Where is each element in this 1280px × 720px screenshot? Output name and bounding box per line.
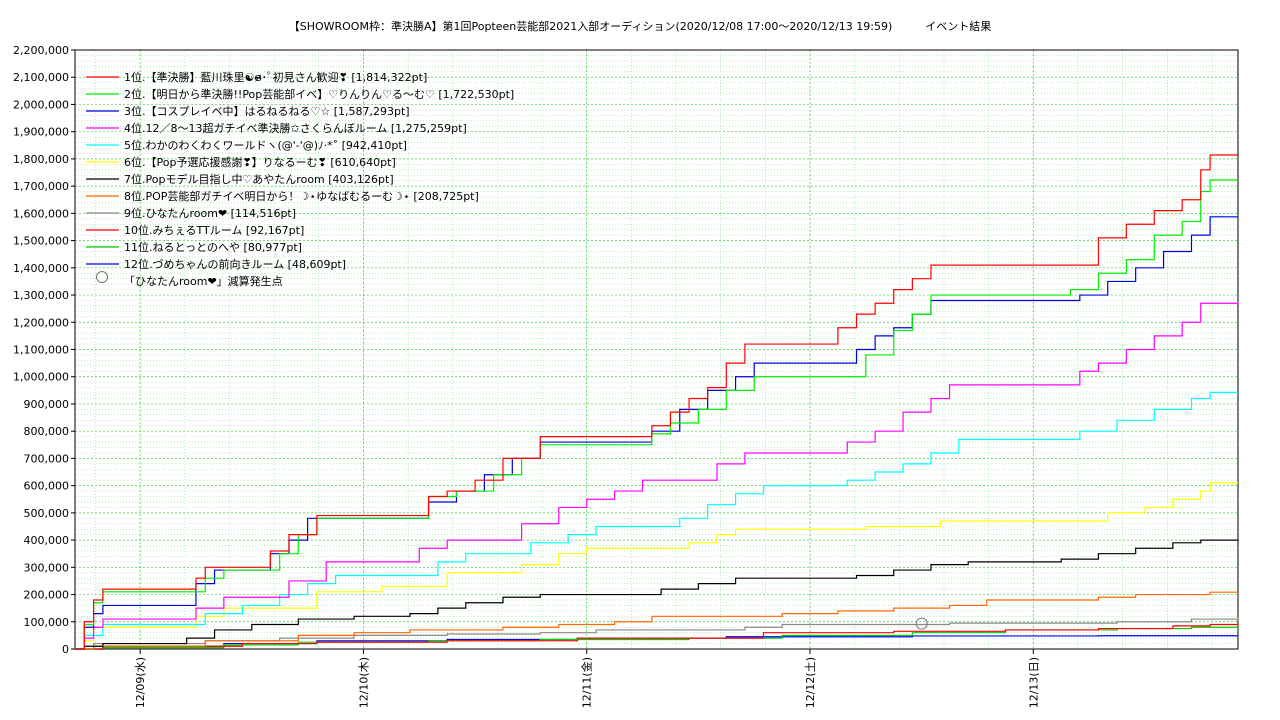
series-line xyxy=(75,216,1238,650)
legend-label: 5位.わかのわくわくワールドヽ(@'-'@)ﾉ‧*˚ [942,410pt] xyxy=(124,138,407,152)
y-tick-label: 900,000 xyxy=(24,398,70,411)
legend-label: 10位.みちぇるTTルーム [92,167pt] xyxy=(124,223,304,237)
series-line xyxy=(75,591,1238,650)
y-tick-label: 400,000 xyxy=(24,534,70,547)
y-tick-label: 1,200,000 xyxy=(13,316,69,329)
y-tick-label: 300,000 xyxy=(24,561,70,574)
legend-label: 12位.づめちゃんの前向きルーム [48,609pt] xyxy=(124,257,346,271)
y-tick-label: 1,400,000 xyxy=(13,262,69,275)
y-tick-label: 1,100,000 xyxy=(13,344,69,357)
y-tick-label: 600,000 xyxy=(24,480,70,493)
legend-label: 2位.【明日から準決勝!!Pop芸能部イベ】♡りんりん♡る〜む♡ [1,722,… xyxy=(124,87,514,101)
x-tick-label: 12/09(水) xyxy=(134,657,147,708)
x-tick-label: 12/12(土) xyxy=(804,657,817,708)
series-line xyxy=(75,623,1239,650)
series-line xyxy=(75,391,1238,650)
series-line xyxy=(75,301,1239,650)
legend: 1位.【準決勝】藍川珠里☯︎ɞ̴̶̷･ﾟ初見さん歓迎❣ [1,814,322pt… xyxy=(86,70,514,288)
legend-label: 9位.ひなたんroom❤ [114,516pt] xyxy=(124,206,296,220)
y-tick-label: 2,100,000 xyxy=(13,71,69,84)
y-tick-label: 500,000 xyxy=(24,507,70,520)
x-tick-label: 12/13(日) xyxy=(1027,657,1040,708)
legend-label: 6位.【Pop予選応援感謝❣】りなるーむ❣ [610,640pt] xyxy=(124,155,396,169)
y-tick-label: 0 xyxy=(62,643,69,656)
legend-label: 7位.Popモデル目指し中♡あやたんroom [403,126pt] xyxy=(124,172,394,186)
legend-marker-label: 「ひなたんroom❤」減算発生点 xyxy=(124,274,283,288)
x-tick-label: 12/10(木) xyxy=(357,657,370,708)
y-tick-label: 700,000 xyxy=(24,452,70,465)
y-tick-label: 1,900,000 xyxy=(13,126,69,139)
series-line xyxy=(75,179,1238,650)
series-line xyxy=(75,539,1239,650)
y-tick-label: 200,000 xyxy=(24,589,70,602)
legend-label: 1位.【準決勝】藍川珠里☯︎ɞ̴̶̷･ﾟ初見さん歓迎❣ [1,814,322pt… xyxy=(124,70,427,84)
y-tick-label: 100,000 xyxy=(24,616,70,629)
series-lines xyxy=(75,154,1239,650)
axes: 0 100,000 200,000 300,000 400,000 500,000 600,… xyxy=(13,44,1239,708)
x-tick-label: 12/11(金) xyxy=(580,657,594,708)
legend-label: 11位.ねるとっとのへや [80,977pt] xyxy=(124,240,302,254)
legend-label: 3位.【コスプレイベ中】はるねるねる♡☆ [1,587,293pt] xyxy=(124,104,410,118)
y-tick-label: 1,700,000 xyxy=(13,180,69,193)
legend-marker-swatch xyxy=(96,271,108,283)
legend-label: 4位.12／8〜13超ガチイベ準決勝✩さくらんぼルーム [1,275,259pt… xyxy=(124,121,467,135)
series-line xyxy=(75,154,1238,650)
y-tick-label: 1,000,000 xyxy=(13,371,69,384)
marker-layer xyxy=(915,617,928,630)
chart-title: 【SHOWROOM枠：準決勝A】第1回Popteen芸能部2021入部オーディシ… xyxy=(288,20,992,33)
y-tick-label: 2,000,000 xyxy=(13,98,69,111)
y-tick-label: 2,200,000 xyxy=(13,44,69,57)
y-tick-label: 800,000 xyxy=(24,425,70,438)
y-tick-label: 1,300,000 xyxy=(13,289,69,302)
grid xyxy=(75,50,1238,649)
y-tick-label: 1,800,000 xyxy=(13,153,69,166)
legend-label: 8位.POP芸能部ガチイベ明日から！☽⋆ゆなばむるーむ☽⋆ [208,725pt… xyxy=(124,189,479,203)
y-tick-label: 1,500,000 xyxy=(13,235,69,248)
y-tick-label: 1,600,000 xyxy=(13,207,69,220)
subtraction-point-marker xyxy=(915,617,928,630)
